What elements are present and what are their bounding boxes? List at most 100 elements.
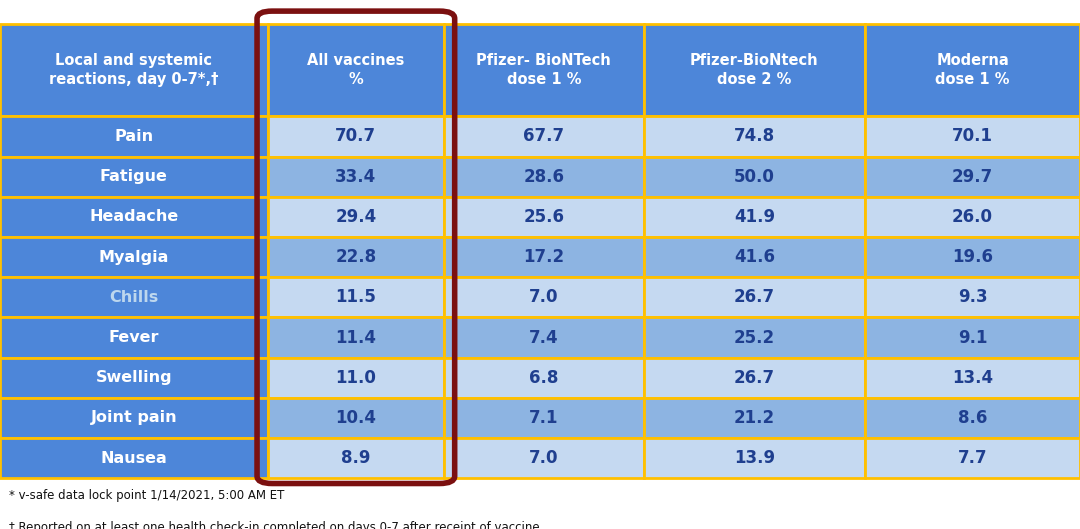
Bar: [444, 157, 644, 197]
Text: 17.2: 17.2: [523, 248, 565, 266]
Bar: [644, 237, 865, 277]
Text: 11.4: 11.4: [336, 329, 376, 346]
Text: 26.7: 26.7: [733, 369, 775, 387]
Text: 41.6: 41.6: [734, 248, 774, 266]
Bar: [268, 317, 444, 358]
Bar: [268, 398, 444, 438]
Bar: [0, 157, 268, 197]
Text: 19.6: 19.6: [953, 248, 993, 266]
Bar: [444, 116, 644, 157]
Bar: [0, 237, 268, 277]
Text: 28.6: 28.6: [524, 168, 564, 186]
Bar: [0, 24, 268, 116]
Bar: [865, 317, 1080, 358]
Text: 13.9: 13.9: [733, 449, 775, 467]
Text: 67.7: 67.7: [523, 127, 565, 145]
Bar: [644, 157, 865, 197]
Text: Myalgia: Myalgia: [98, 250, 170, 264]
Text: Pfizer-BioNtech
dose 2 %: Pfizer-BioNtech dose 2 %: [690, 53, 819, 87]
Bar: [444, 277, 644, 317]
Text: 11.0: 11.0: [336, 369, 376, 387]
Bar: [865, 438, 1080, 478]
Bar: [0, 358, 268, 398]
Bar: [865, 116, 1080, 157]
Text: 50.0: 50.0: [734, 168, 774, 186]
Text: Pfizer- BioNTech
dose 1 %: Pfizer- BioNTech dose 1 %: [476, 53, 611, 87]
Text: 7.0: 7.0: [529, 288, 558, 306]
Bar: [865, 24, 1080, 116]
Text: 10.4: 10.4: [336, 409, 376, 427]
Text: Nausea: Nausea: [100, 451, 167, 466]
Bar: [0, 277, 268, 317]
Bar: [444, 358, 644, 398]
Text: * v-safe data lock point 1/14/2021, 5:00 AM ET: * v-safe data lock point 1/14/2021, 5:00…: [9, 489, 284, 502]
Bar: [865, 157, 1080, 197]
Text: Pain: Pain: [114, 129, 153, 144]
Text: 11.5: 11.5: [336, 288, 376, 306]
Bar: [644, 197, 865, 237]
Bar: [644, 358, 865, 398]
Text: 29.4: 29.4: [335, 208, 377, 226]
Bar: [0, 438, 268, 478]
Bar: [268, 116, 444, 157]
Text: 13.4: 13.4: [951, 369, 994, 387]
Bar: [268, 277, 444, 317]
Text: Chills: Chills: [109, 290, 159, 305]
Bar: [444, 24, 644, 116]
Bar: [865, 358, 1080, 398]
Text: 7.1: 7.1: [529, 409, 558, 427]
Bar: [644, 116, 865, 157]
Text: 74.8: 74.8: [733, 127, 775, 145]
Text: 33.4: 33.4: [335, 168, 377, 186]
Bar: [644, 277, 865, 317]
Bar: [644, 398, 865, 438]
Text: 70.7: 70.7: [335, 127, 377, 145]
Text: 6.8: 6.8: [529, 369, 558, 387]
Text: Headache: Headache: [90, 209, 178, 224]
Bar: [268, 438, 444, 478]
Text: Local and systemic
reactions, day 0-7*,†: Local and systemic reactions, day 0-7*,†: [50, 53, 218, 87]
Bar: [268, 24, 444, 116]
Text: 26.7: 26.7: [733, 288, 775, 306]
Bar: [0, 317, 268, 358]
Bar: [444, 438, 644, 478]
Bar: [444, 197, 644, 237]
Text: † Reported on at least one health check-in completed on days 0-7 after receipt o: † Reported on at least one health check-…: [9, 521, 539, 529]
Text: 70.1: 70.1: [953, 127, 993, 145]
Bar: [268, 197, 444, 237]
Text: Moderna
dose 1 %: Moderna dose 1 %: [935, 53, 1010, 87]
Bar: [268, 237, 444, 277]
Bar: [865, 398, 1080, 438]
Text: 22.8: 22.8: [335, 248, 377, 266]
Bar: [0, 197, 268, 237]
Text: 7.0: 7.0: [529, 449, 558, 467]
Bar: [268, 358, 444, 398]
Text: 8.6: 8.6: [958, 409, 987, 427]
Bar: [444, 398, 644, 438]
Text: 7.7: 7.7: [958, 449, 987, 467]
Text: 25.2: 25.2: [733, 329, 775, 346]
Bar: [865, 197, 1080, 237]
Bar: [0, 398, 268, 438]
Text: 41.9: 41.9: [733, 208, 775, 226]
Text: 8.9: 8.9: [341, 449, 370, 467]
Bar: [644, 317, 865, 358]
Bar: [444, 237, 644, 277]
Text: 7.4: 7.4: [529, 329, 558, 346]
Text: Joint pain: Joint pain: [91, 411, 177, 425]
Bar: [268, 157, 444, 197]
Text: 9.3: 9.3: [958, 288, 987, 306]
Text: 9.1: 9.1: [958, 329, 987, 346]
Bar: [644, 24, 865, 116]
Text: Fatigue: Fatigue: [100, 169, 167, 184]
Text: Fever: Fever: [109, 330, 159, 345]
Text: 25.6: 25.6: [524, 208, 564, 226]
Bar: [444, 317, 644, 358]
Bar: [0, 116, 268, 157]
Bar: [644, 438, 865, 478]
Text: All vaccines
%: All vaccines %: [307, 53, 405, 87]
Text: 29.7: 29.7: [951, 168, 994, 186]
Bar: [865, 277, 1080, 317]
Text: 21.2: 21.2: [733, 409, 775, 427]
Text: 26.0: 26.0: [953, 208, 993, 226]
